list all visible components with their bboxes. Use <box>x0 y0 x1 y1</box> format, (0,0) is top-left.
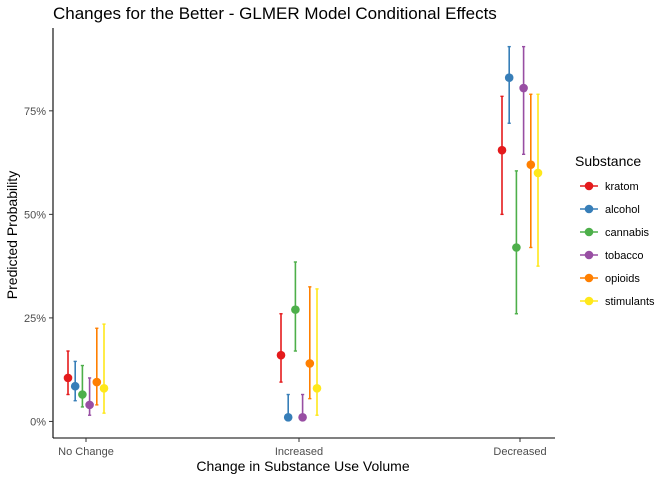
y-tick-label: 25% <box>24 313 46 325</box>
point-kratom <box>63 373 73 383</box>
point-stimulants <box>533 168 543 178</box>
legend-label-tobacco: tobacco <box>605 250 644 262</box>
point-alcohol <box>283 412 293 422</box>
legend: kratom alcohol cannabis tobacco opioids stimu… <box>580 181 655 308</box>
legend-title: Substance <box>575 153 641 169</box>
legend-key-point-opioids <box>584 273 594 283</box>
point-stimulants <box>99 384 109 393</box>
y-tick-label: 0% <box>30 416 46 428</box>
legend-key-point-kratom <box>584 181 594 191</box>
point-cannabis <box>291 305 300 314</box>
legend-key-point-alcohol <box>584 204 594 214</box>
point-kratom <box>497 145 507 155</box>
y-axis-title: Predicted Probability <box>4 171 20 299</box>
x-tick-label: Decreased <box>493 446 546 458</box>
point-cannabis <box>78 390 87 399</box>
legend-key-point-tobacco <box>584 250 594 260</box>
chart-title: Changes for the Better - GLMER Model Con… <box>53 4 497 23</box>
x-axis-title: Change in Substance Use Volume <box>196 458 409 474</box>
point-alcohol <box>70 381 80 391</box>
point-stimulants <box>312 384 322 393</box>
legend-label-cannabis: cannabis <box>605 227 650 239</box>
y-tick-label: 50% <box>24 209 46 221</box>
legend-key-point-stimulants <box>584 296 594 306</box>
point-opioids <box>305 359 315 368</box>
point-opioids <box>526 160 536 169</box>
point-tobacco <box>85 400 94 410</box>
point-cannabis <box>512 243 521 252</box>
point-tobacco <box>519 83 528 93</box>
x-tick-label: Increased <box>275 446 323 458</box>
legend-label-alcohol: alcohol <box>605 204 640 216</box>
point-alcohol <box>504 73 514 82</box>
legend-key-point-cannabis <box>584 227 594 237</box>
point-opioids <box>92 377 102 387</box>
x-tick-label: No Change <box>58 446 114 458</box>
legend-label-kratom: kratom <box>605 181 639 193</box>
point-tobacco <box>298 412 307 422</box>
legend-label-stimulants: stimulants <box>605 296 655 308</box>
plot-marks: 0% 25% 50% 75% No Change Increased Decreased <box>24 28 555 458</box>
point-kratom <box>276 350 286 360</box>
legend-label-opioids: opioids <box>605 273 640 285</box>
y-tick-label: 75% <box>24 106 46 118</box>
